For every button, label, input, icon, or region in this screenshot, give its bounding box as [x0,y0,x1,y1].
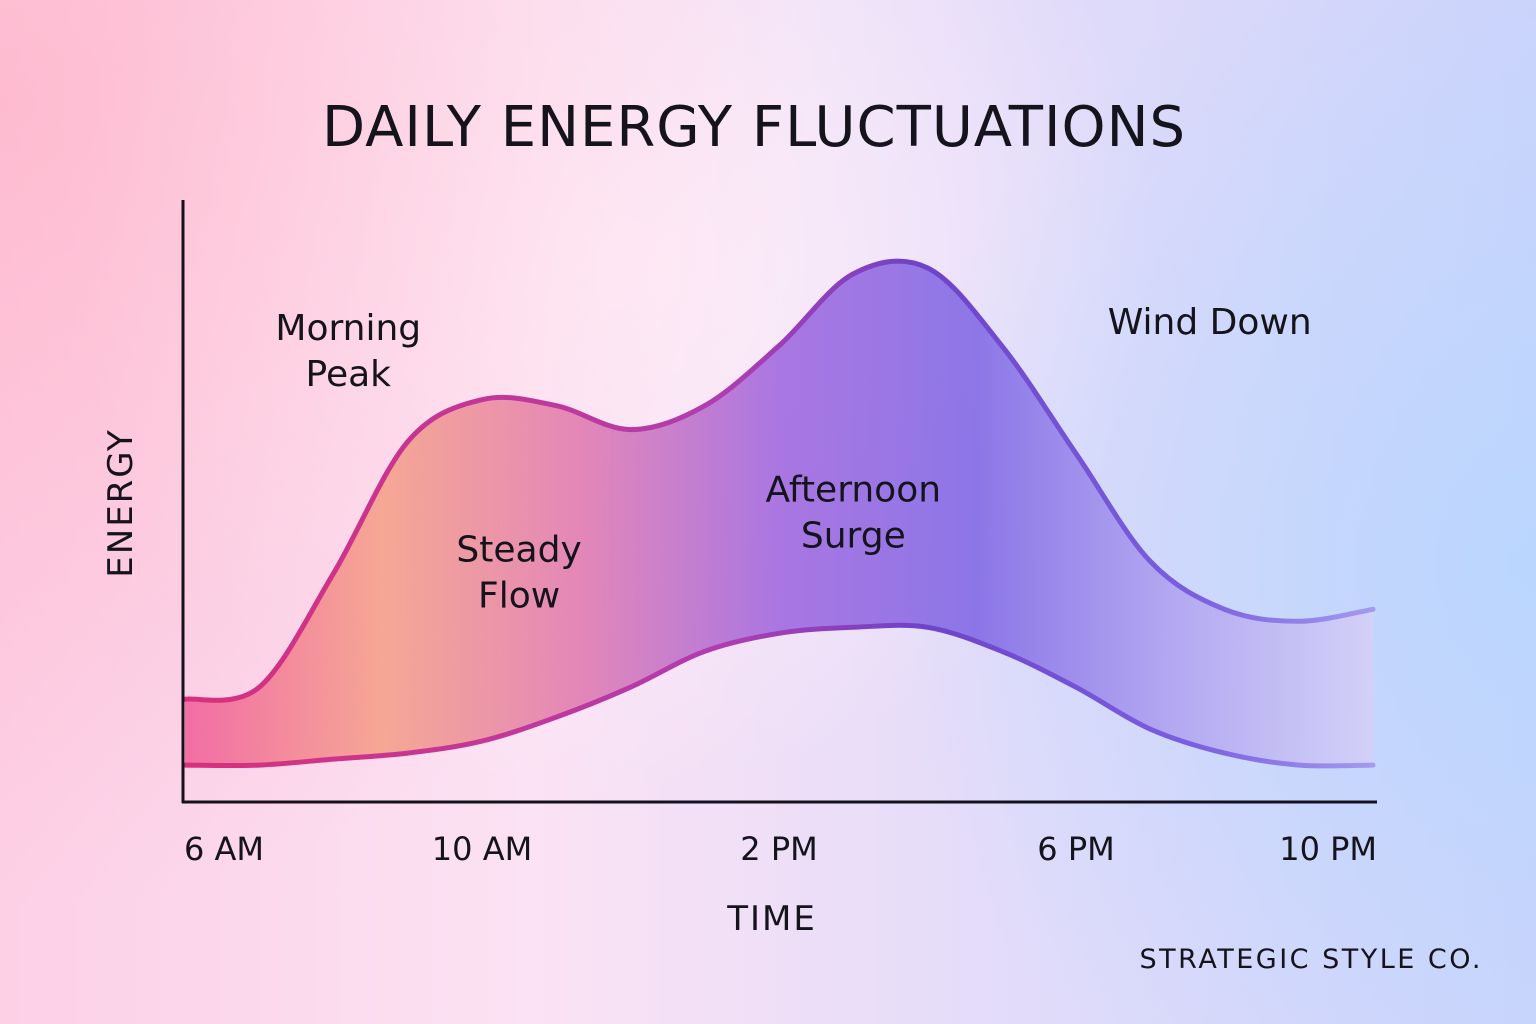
annotation-line: Afternoon [766,470,942,511]
chart-title: DAILY ENERGY FLUCTUATIONS [322,95,1186,160]
annotation-line: Steady [456,529,581,570]
annotation-line: Wind Down [1108,302,1312,343]
annotation-line: Surge [801,516,906,557]
x-axis-label: TIME [726,899,817,939]
x-tick-label: 6 PM [1037,830,1114,868]
y-axis-label: ENERGY [101,428,141,577]
annotation-morning-peak: Morning Peak [275,308,421,395]
x-tick-label: 2 PM [740,830,817,868]
x-tick-labels: 6 AM 10 AM 2 PM 6 PM 10 PM [184,830,1377,868]
annotations: Morning Peak Steady Flow Afternoon Surge Wind … [275,302,1311,617]
annotation-line: Flow [478,575,560,616]
upper-energy-line [182,258,1376,703]
annotation-afternoon-surge: Afternoon Surge [766,470,942,557]
annotation-line: Morning [275,308,421,349]
x-tick-label: 6 AM [184,830,264,868]
x-tick-label: 10 PM [1279,830,1377,868]
plot-area [182,258,1376,769]
annotation-wind-down: Wind Down [1108,302,1312,343]
energy-band-area [185,261,1373,766]
annotation-line: Peak [306,354,392,395]
x-tick-label: 10 AM [432,830,532,868]
brand-footer: STRATEGIC STYLE CO. [1140,944,1483,975]
annotation-steady-flow: Steady Flow [456,529,581,616]
lower-energy-line [182,622,1376,769]
